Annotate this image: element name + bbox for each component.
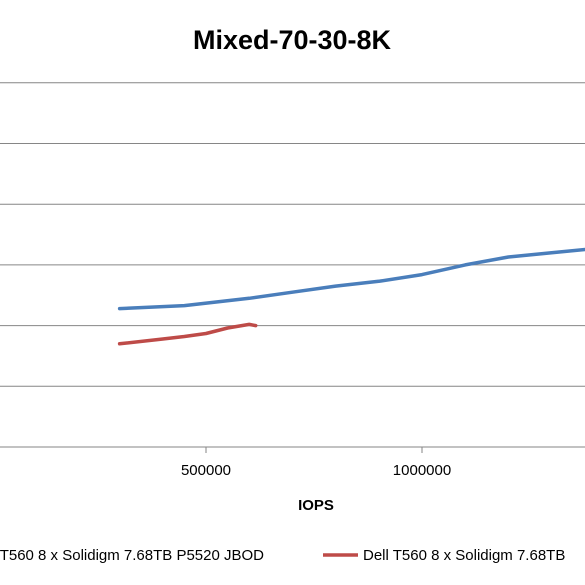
series-line-1 [117,322,258,346]
x-axis-label: IOPS [298,497,334,514]
chart-title: Mixed-70-30-8K [193,25,392,55]
series-lines [117,247,585,346]
legend-item-red: Dell T560 8 x Solidigm 7.68TB [323,547,565,564]
gridlines [0,82,585,387]
x-ticks: 50000010000001500000 [181,447,451,479]
legend-item-blue: Dell T560 8 x Solidigm 7.68TB P5520 JBOD [0,547,264,564]
legend-label-red: Dell T560 8 x Solidigm 7.68TB [363,547,565,564]
x-tick-label-1: 1000000 [393,462,451,479]
x-tick-label-0: 500000 [181,462,231,479]
legend-label-blue: Dell T560 8 x Solidigm 7.68TB P5520 JBOD [0,547,264,564]
series-line-0 [117,247,585,311]
legend: Dell T560 8 x Solidigm 7.68TB P5520 JBOD… [0,547,565,564]
